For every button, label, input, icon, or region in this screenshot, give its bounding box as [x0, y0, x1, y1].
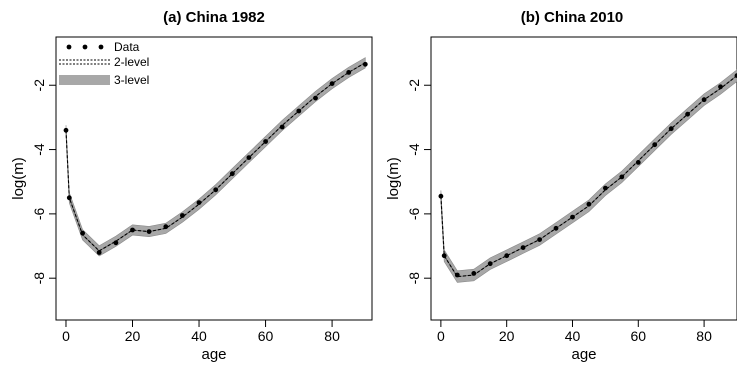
data-point: [296, 108, 302, 114]
y-tick-label: -6: [31, 207, 47, 220]
legend-label-2-level: 2-level: [114, 55, 149, 69]
data-point: [701, 97, 707, 103]
y-tick-label: -8: [406, 272, 422, 285]
x-tick-label: 0: [437, 328, 445, 344]
legend-3-level-swatch: [59, 75, 110, 85]
data-point: [718, 84, 723, 90]
data-point: [668, 126, 674, 132]
plot-area: [63, 57, 368, 257]
data-point: [619, 174, 625, 180]
data-point: [441, 253, 447, 259]
y-tick-label: -8: [31, 272, 47, 285]
data-point: [603, 185, 608, 191]
plot-area: [438, 69, 737, 283]
data-point: [130, 227, 135, 233]
y-tick-label: -4: [406, 143, 422, 156]
x-axis-label: age: [571, 346, 596, 363]
y-axis-label: log(m): [385, 157, 402, 200]
data-point: [685, 111, 690, 117]
data-point: [438, 193, 444, 199]
x-tick-label: 60: [258, 328, 274, 344]
data-point: [346, 70, 352, 75]
data-point: [454, 272, 460, 278]
data-point: [279, 124, 285, 130]
data-point: [213, 187, 219, 193]
x-tick-label: 80: [324, 328, 340, 344]
legend-label-data: Data: [114, 40, 140, 54]
chart-title: (a) China 1982: [163, 9, 265, 26]
x-tick-label: 20: [499, 328, 515, 344]
data-point: [586, 201, 592, 207]
data-point: [163, 224, 169, 230]
y-tick-label: -6: [406, 207, 422, 220]
data-point: [63, 127, 69, 133]
data-point: [635, 160, 641, 165]
data-point: [537, 237, 542, 243]
y-tick-label: -4: [31, 143, 47, 156]
plot-frame: [430, 36, 737, 321]
data-point: [246, 155, 252, 161]
data-point: [362, 61, 368, 67]
x-axis-label: age: [201, 346, 226, 363]
y-axis-label: log(m): [10, 157, 27, 200]
data-point: [113, 240, 119, 246]
data-point: [96, 250, 102, 255]
series-2-level-line: [440, 75, 737, 278]
data-point: [263, 139, 268, 144]
data-point: [313, 95, 318, 101]
series-3-level-band: [440, 69, 737, 283]
y-tick-label: -2: [406, 79, 422, 92]
x-tick-label: 80: [696, 328, 712, 344]
data-point: [146, 229, 152, 235]
data-point: [80, 230, 85, 236]
x-tick-label: 0: [62, 328, 70, 344]
x-tick-label: 60: [631, 328, 647, 344]
data-point: [520, 245, 526, 251]
legend-data-dot: [82, 44, 88, 50]
data-point: [734, 73, 737, 78]
chart-title: (b) China 2010: [521, 9, 624, 26]
data-point: [652, 142, 658, 148]
data-point: [471, 271, 477, 276]
x-tick-label: 20: [125, 328, 141, 344]
data-point: [66, 195, 72, 201]
plot-frame: [55, 36, 373, 321]
data-point: [553, 225, 559, 231]
data-point: [570, 214, 575, 220]
legend-data-dot: [66, 44, 72, 50]
data-point: [196, 200, 202, 206]
data-point: [504, 253, 510, 259]
legend-data-dot: [98, 44, 104, 50]
panel-b: (b) China 2010 0 20 40 60 80 -2 -4 -6 -8 age log(m): [385, 9, 737, 363]
series-3-level-band: [65, 57, 366, 257]
data-point: [487, 261, 493, 267]
x-tick-label: 40: [565, 328, 581, 344]
panel-a: (a) China 1982 0 20 40 60 80 -2 -4 -6 -8 age log(m)…: [10, 9, 373, 363]
series-2-level-line: [65, 62, 366, 252]
data-point: [329, 81, 335, 86]
x-tick-label: 40: [191, 328, 207, 344]
data-point: [229, 171, 235, 177]
y-tick-label: -2: [31, 79, 47, 92]
legend-label-3-level: 3-level: [114, 73, 149, 87]
data-point: [180, 213, 185, 218]
